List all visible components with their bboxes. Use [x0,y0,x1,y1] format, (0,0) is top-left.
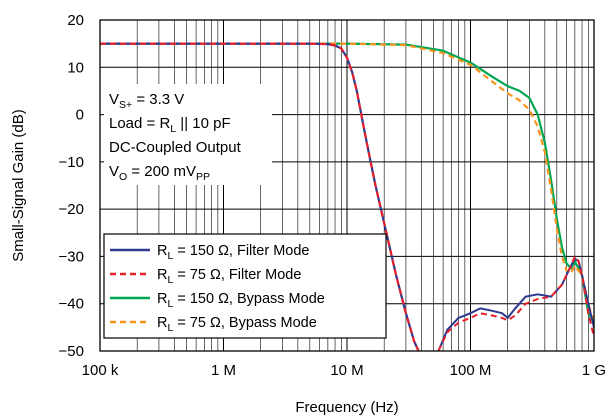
x-tick-label: 1 M [211,362,236,379]
y-tick-label: −30 [59,248,84,265]
legend: RL = 150 Ω, Filter Mode RL = 75 Ω, Filter… [103,233,387,339]
annotation-line: VS+ = 3.3 V [109,91,184,111]
legend-label: RL = 150 Ω, Bypass Mode [157,291,325,310]
legend-box [103,233,387,339]
y-axis-label: Small-Signal Gain (dB) [10,109,27,262]
series-line-3 [100,42,596,323]
legend-label: RL = 75 Ω, Bypass Mode [157,315,317,334]
x-tick-label: 10 M [330,362,363,379]
series-line-2 [100,42,595,324]
annotation-line: DC-Coupled Output [109,139,242,156]
y-tick-label: −10 [59,154,84,171]
x-tick-label: 100 k [82,362,119,379]
y-tick-label: −50 [59,343,84,360]
x-axis-label: Frequency (Hz) [295,399,398,416]
plot-frame [99,19,595,352]
tick-labels: 100 k 1 M 10 M 100 M 1 G 20 10 0 −10 −20 −30 −40 −50 [59,12,607,379]
x-tick-label: 1 G [582,362,606,379]
y-tick-label: 0 [76,107,84,124]
series-segment-1 [437,255,595,352]
x-tick-label: 100 M [450,362,492,379]
annotation-line: VO = 200 mVPP [109,163,210,183]
y-tick-label: −40 [59,296,84,313]
annotation-background [104,84,272,185]
y-tick-label: 10 [67,59,84,76]
y-tick-label: 20 [67,12,84,29]
series-lines [100,42,596,352]
legend-label: RL = 150 Ω, Filter Mode [157,243,310,262]
annotation-box: VS+ = 3.3 V Load = RL || 10 pF DC-Coupled … [104,84,272,185]
y-tick-label: −20 [59,201,84,218]
series-line-1 [100,42,420,352]
annotation-line: Load = RL || 10 pF [109,115,231,135]
legend-label: RL = 75 Ω, Filter Mode [157,267,301,286]
